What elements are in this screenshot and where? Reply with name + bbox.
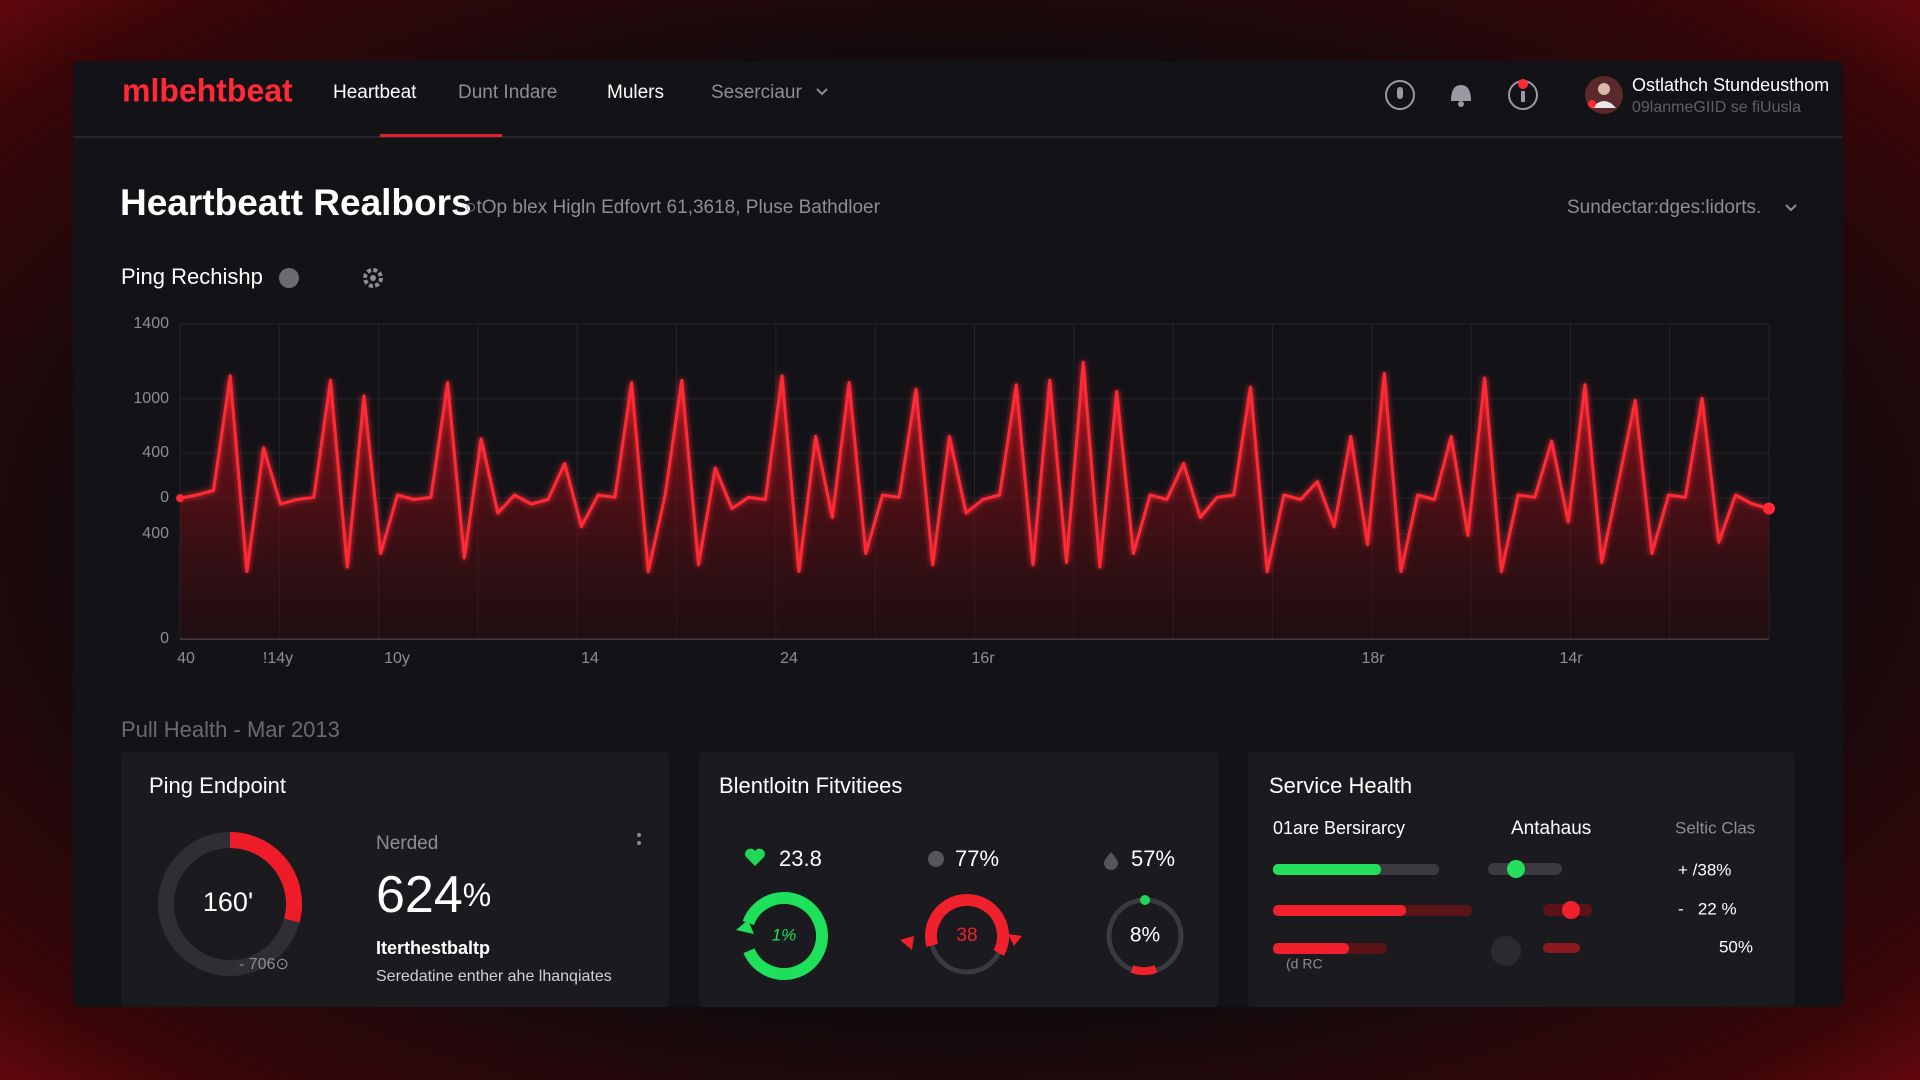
x-tick-label: 10y xyxy=(384,650,410,667)
ring-arrow xyxy=(736,920,754,934)
endpoint-name: Iterthestbaltp xyxy=(376,938,490,958)
y-tick-label: 1400 xyxy=(133,315,169,332)
x-tick-label: 14 xyxy=(581,650,599,667)
mic-icon[interactable] xyxy=(1385,80,1415,110)
page-title: Heartbeatt Realbors xyxy=(120,182,472,223)
ring-dot xyxy=(1140,895,1150,905)
x-tick-label: 16r xyxy=(971,650,995,667)
metric-label: Nerded xyxy=(376,833,438,854)
column-header: Seltic Clas xyxy=(1675,818,1755,837)
card xyxy=(1248,752,1794,1007)
nav-item[interactable]: Heartbeat xyxy=(333,82,417,103)
service-value: 50% xyxy=(1719,937,1753,956)
chevron xyxy=(1785,204,1797,212)
info-icon[interactable] xyxy=(279,268,299,288)
end-point xyxy=(1763,502,1775,515)
x-tick-label: 40 xyxy=(177,650,195,667)
plot-title: Ping Rechishp xyxy=(121,264,263,289)
chevron xyxy=(816,88,828,96)
ring-arc xyxy=(1130,965,1158,975)
y-tick-label: 0 xyxy=(160,630,169,647)
menu-dots[interactable] xyxy=(637,833,641,845)
start-point xyxy=(176,494,184,503)
toggle-knob xyxy=(1507,860,1525,878)
area-fill xyxy=(180,362,1769,639)
ring xyxy=(924,894,1009,978)
metric-unit: % xyxy=(463,877,491,913)
y-tick-label: 1000 xyxy=(133,390,169,407)
gauge-label: 160' xyxy=(203,887,253,917)
user-subtitle: 09lanmeGIID se fiUusla xyxy=(1632,99,1801,116)
card-title: Blentloitn Fitvitiees xyxy=(719,773,902,798)
metric-value: 624% xyxy=(376,866,491,924)
toggle-knob xyxy=(1562,901,1580,919)
ring-label: 38 xyxy=(956,925,977,946)
metric-number: 624 xyxy=(376,866,463,924)
settings-icon[interactable] xyxy=(363,268,383,288)
ring-label: 8% xyxy=(1130,924,1160,947)
heart-icon xyxy=(745,848,765,866)
gauge-arc xyxy=(229,832,302,923)
service-value: - 22 % xyxy=(1678,899,1737,918)
avatar[interactable] xyxy=(1585,76,1623,114)
status-icon xyxy=(1491,936,1521,966)
bar xyxy=(1273,943,1349,954)
card xyxy=(121,752,669,1007)
page-subtitle: ○tOp blex Higln Edfovrt 61,3618, Pluse B… xyxy=(465,197,881,218)
user-name[interactable]: Ostlathch Stundeusthom xyxy=(1632,75,1829,95)
section-title: Pull Health - Mar 2013 xyxy=(121,717,340,742)
endpoint-description: Seredatine enther ahe lhanqiates xyxy=(376,968,612,985)
bar xyxy=(1273,864,1381,875)
bar xyxy=(1543,943,1580,953)
card-title: Ping Endpoint xyxy=(149,773,286,798)
nav-active-underline xyxy=(380,134,502,137)
x-tick-label: 18r xyxy=(1361,650,1385,667)
stat: 23.8 xyxy=(779,846,822,871)
card xyxy=(699,752,1218,1007)
dot-icon xyxy=(928,851,944,867)
service-note: (d RC xyxy=(1286,956,1323,972)
stat: 77% xyxy=(955,846,999,871)
gauge-sub: - 706⊙ xyxy=(239,956,289,973)
ring-arrow xyxy=(900,934,1022,950)
ring-label: 1% xyxy=(772,925,797,944)
x-tick-label: !14y xyxy=(263,650,293,667)
service-value: + /38% xyxy=(1678,860,1731,879)
nav-item[interactable]: Seserciaur xyxy=(711,82,802,103)
nav-item[interactable]: Mulers xyxy=(607,82,664,103)
plot: 1400 1000 400 0 400 0 40 !14y 10y 14 24 16r 18r 14r xyxy=(133,315,1775,667)
stat: 57% xyxy=(1131,846,1175,871)
column-header: 01are Bersirarcy xyxy=(1273,818,1405,838)
line xyxy=(179,360,1770,573)
card-title: Service Health xyxy=(1269,773,1412,798)
x-tick-label: 14r xyxy=(1559,650,1583,667)
alert-icon[interactable] xyxy=(1508,79,1538,110)
bell-icon[interactable] xyxy=(1451,85,1471,107)
y-tick-label: 0 xyxy=(160,489,169,506)
bar xyxy=(1273,905,1406,916)
filter-dropdown[interactable]: Sundectar:dges:lidorts. xyxy=(1567,197,1761,218)
drop-icon xyxy=(1104,852,1118,870)
y-tick-label: 400 xyxy=(142,444,169,461)
column-header: Antahaus xyxy=(1511,818,1591,839)
nav-item[interactable]: Dunt Indare xyxy=(458,82,557,103)
x-tick-label: 24 xyxy=(780,650,798,667)
logo[interactable]: mlbehtbeat xyxy=(122,72,293,108)
y-tick-label: 400 xyxy=(142,525,169,542)
